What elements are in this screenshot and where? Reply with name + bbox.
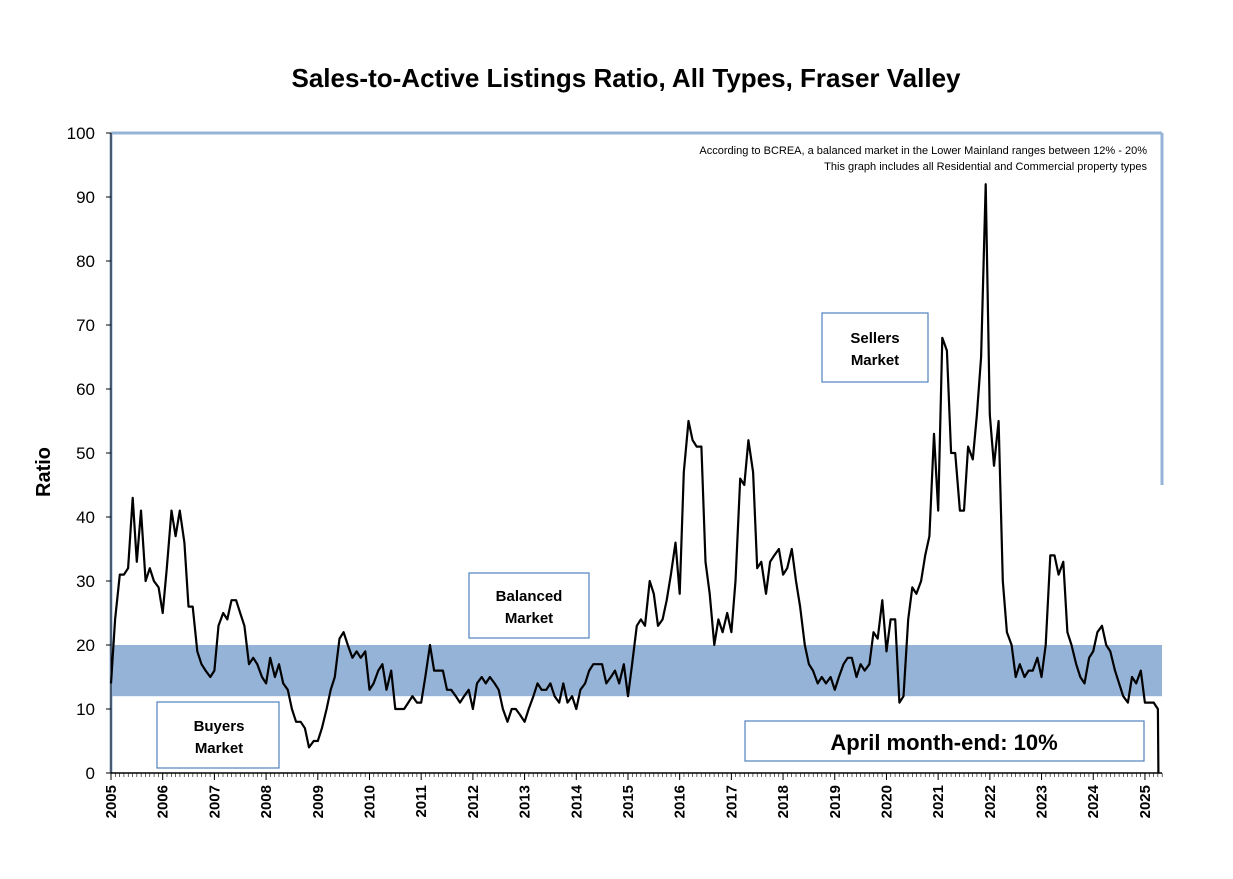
x-tick-label: 2018 <box>775 785 792 818</box>
y-tick-label: 100 <box>67 124 95 143</box>
x-tick-label: 2015 <box>620 785 637 818</box>
x-axis-ticks: 2005 2006 2007 2008 2009 2010 2011 2012 2013 2014… <box>103 773 1163 818</box>
x-tick-label: 2022 <box>982 785 999 818</box>
y-tick-label: 30 <box>76 572 95 591</box>
y-tick-label: 80 <box>76 252 95 271</box>
balanced-market-box: Balanced Market <box>468 572 590 639</box>
month-end-label: April month-end: 10% <box>830 730 1057 755</box>
ratio-line-layer <box>109 183 1160 774</box>
y-tick-label: 50 <box>76 444 95 463</box>
x-tick-label: 2009 <box>310 785 327 818</box>
y-tick-label: 0 <box>86 764 95 783</box>
ratio-series-line <box>109 183 1160 774</box>
y-tick-label: 70 <box>76 316 95 335</box>
x-tick-label: 2021 <box>930 785 947 818</box>
x-tick-label: 2016 <box>672 785 689 818</box>
x-tick-label: 2014 <box>568 784 585 818</box>
y-tick-label: 90 <box>76 188 95 207</box>
x-tick-label: 2017 <box>723 785 740 818</box>
sellers-market-line-2: Market <box>851 352 899 369</box>
x-tick-label: 2013 <box>517 785 534 818</box>
x-tick-label: 2005 <box>103 785 120 818</box>
x-tick-label: 2011 <box>413 785 430 818</box>
y-axis-ticks: 0 10 20 30 40 50 60 70 80 90 100 <box>67 124 111 783</box>
chart-title: Sales-to-Active Listings Ratio, All Type… <box>291 63 961 93</box>
y-tick-label: 10 <box>76 700 95 719</box>
buyers-market-line-1: Buyers <box>194 718 245 735</box>
x-tick-label: 2010 <box>361 785 378 818</box>
sellers-market-box: Sellers Market <box>821 312 929 383</box>
x-tick-label: 2019 <box>827 785 844 818</box>
x-tick-label: 2020 <box>878 785 895 818</box>
sellers-market-frame <box>821 312 929 383</box>
balanced-market-line-2: Market <box>505 610 553 627</box>
y-tick-label: 40 <box>76 508 95 527</box>
buyers-market-line-2: Market <box>195 740 243 757</box>
y-tick-label: 60 <box>76 380 95 399</box>
balanced-market-line-1: Balanced <box>496 588 563 605</box>
x-tick-label: 2023 <box>1034 785 1051 818</box>
x-tick-label: 2006 <box>155 785 172 818</box>
month-end-box: April month-end: 10% <box>744 720 1145 762</box>
buyers-market-frame <box>156 701 280 769</box>
y-axis-label: Ratio <box>33 447 55 497</box>
x-tick-label: 2007 <box>206 785 223 818</box>
balanced-market-frame <box>468 572 590 639</box>
x-tick-label: 2024 <box>1085 784 1102 818</box>
note-line-2: This graph includes all Residential and … <box>824 161 1147 173</box>
note-line-1: According to BCREA, a balanced market in… <box>699 145 1147 157</box>
month-end-frame <box>744 720 1145 762</box>
x-tick-label: 2008 <box>258 785 275 818</box>
x-tick-label: 2012 <box>465 785 482 818</box>
chart-notes: According to BCREA, a balanced market in… <box>699 145 1147 173</box>
sellers-market-line-1: Sellers <box>850 330 899 347</box>
y-tick-label: 20 <box>76 636 95 655</box>
buyers-market-box: Buyers Market <box>156 701 280 769</box>
x-tick-label: 2025 <box>1137 785 1154 818</box>
